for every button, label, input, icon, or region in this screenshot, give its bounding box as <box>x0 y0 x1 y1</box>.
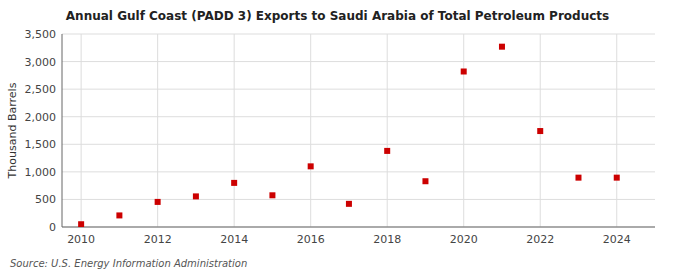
x-grid-line <box>81 34 82 227</box>
point <box>231 180 237 186</box>
x-tick-label: 2020 <box>450 233 478 246</box>
x-grid-line <box>157 34 158 227</box>
y-tick-label: 2,000 <box>25 111 57 124</box>
y-grid-line <box>62 89 655 90</box>
y-axis-line <box>62 34 63 227</box>
y-grid-line <box>62 116 655 117</box>
y-tick-label: 2,500 <box>25 83 57 96</box>
x-grid-line <box>463 34 464 227</box>
point <box>499 44 505 50</box>
x-tick-label: 2024 <box>603 233 631 246</box>
grid <box>62 34 655 227</box>
point <box>422 178 428 184</box>
y-tick-label: 500 <box>35 193 56 206</box>
chart-svg: Annual Gulf Coast (PADD 3) Exports to Sa… <box>0 0 675 275</box>
point <box>155 199 161 205</box>
x-axis-line <box>62 227 655 228</box>
x-grid-line <box>310 34 311 227</box>
y-grid-line <box>62 227 655 228</box>
x-tick-label: 2012 <box>144 233 172 246</box>
title: Annual Gulf Coast (PADD 3) Exports to Sa… <box>66 9 609 23</box>
y-grid-line <box>62 199 655 200</box>
point <box>78 221 84 227</box>
point <box>575 175 581 181</box>
x-grid-line <box>387 34 388 227</box>
point <box>269 192 275 198</box>
y-axis-label: Thousand Barrels <box>6 82 19 179</box>
x-tick-label: 2016 <box>297 233 325 246</box>
point <box>614 175 620 181</box>
x-tick-label: 2018 <box>373 233 401 246</box>
points <box>78 44 620 227</box>
y-grid-line <box>62 144 655 145</box>
y-grid-line <box>62 171 655 172</box>
source-note: Source: U.S. Energy Information Administ… <box>10 258 247 269</box>
x-grid-line <box>234 34 235 227</box>
point <box>384 148 390 154</box>
point <box>346 201 352 207</box>
y-tick-label: 1,000 <box>25 166 57 179</box>
point <box>116 212 122 218</box>
y-tick-label: 3,000 <box>25 56 57 69</box>
x-tick-label: 2014 <box>220 233 248 246</box>
y-tick-label: 1,500 <box>25 138 57 151</box>
y-tick-label: 0 <box>49 221 56 234</box>
x-tick-label: 2022 <box>526 233 554 246</box>
axes: 0 500 1,000 1,500 2,000 2,500 3,000 3,500 2010 20… <box>25 28 656 246</box>
point <box>461 68 467 74</box>
point <box>537 128 543 134</box>
y-grid-line <box>62 61 655 62</box>
point <box>308 163 314 169</box>
y-grid-line <box>62 34 655 35</box>
point <box>193 193 199 199</box>
x-grid-line <box>616 34 617 227</box>
x-tick-label: 2010 <box>67 233 95 246</box>
chart-container: Annual Gulf Coast (PADD 3) Exports to Sa… <box>0 0 675 275</box>
y-tick-label: 3,500 <box>25 28 57 41</box>
